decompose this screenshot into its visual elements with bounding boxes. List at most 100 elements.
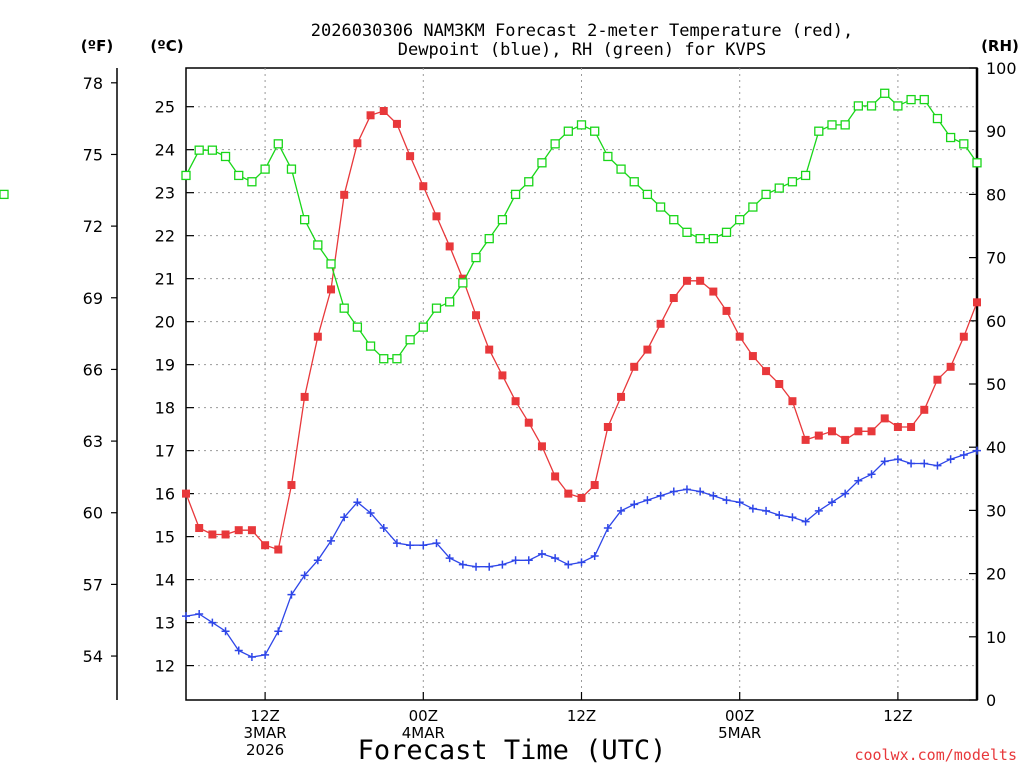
rh-tick-label: 0: [986, 691, 996, 710]
fahrenheit-tick-label: 57: [83, 575, 103, 594]
rh-tick-label: 70: [986, 249, 1006, 268]
series-group: [0, 88, 982, 364]
data-point: [854, 427, 863, 436]
data-point: [973, 298, 981, 307]
data-point: [537, 158, 547, 168]
data-point: [827, 498, 836, 507]
data-point: [880, 88, 890, 98]
rh-tick-label: 100: [986, 59, 1017, 78]
celsius-tick-label: 19: [155, 356, 175, 375]
data-point: [656, 491, 665, 500]
data-point: [313, 556, 322, 565]
data-point: [181, 170, 191, 181]
fahrenheit-tick-label: 75: [83, 145, 103, 164]
data-point: [353, 139, 362, 148]
data-point: [260, 164, 270, 174]
celsius-tick-label: 14: [155, 571, 175, 590]
data-point: [748, 352, 757, 361]
rh-tick-label: 80: [986, 185, 1006, 204]
data-point: [867, 470, 876, 479]
data-point: [497, 215, 508, 225]
time-tick-label: 3MAR: [244, 724, 287, 742]
data-point: [933, 375, 942, 384]
data-point: [669, 215, 679, 225]
data-point: [893, 101, 903, 111]
fahrenheit-tick-label: 54: [83, 647, 103, 666]
data-point: [748, 504, 757, 513]
data-point: [603, 422, 612, 431]
data-point: [788, 513, 797, 522]
data-point: [551, 472, 560, 481]
data-point: [643, 345, 652, 354]
data-point: [220, 151, 231, 162]
data-point: [524, 177, 534, 187]
celsius-tick-label: 22: [155, 227, 175, 246]
data-point: [286, 164, 297, 174]
data-point: [247, 526, 256, 535]
data-point: [510, 189, 521, 200]
rh-tick-label: 40: [986, 438, 1006, 457]
data-point: [313, 240, 323, 250]
data-point: [814, 506, 823, 515]
data-point: [946, 455, 955, 464]
data-point: [182, 612, 190, 621]
celsius-tick-label: 12: [155, 657, 175, 676]
data-point: [643, 496, 652, 505]
celsius-tick-label: 24: [155, 141, 175, 160]
data-point: [274, 545, 283, 554]
data-point: [696, 487, 705, 496]
data-point: [946, 362, 955, 371]
fahrenheit-tick-label: 72: [83, 217, 103, 236]
data-point: [709, 287, 718, 296]
data-point: [498, 371, 507, 380]
time-tick-label: 5MAR: [718, 724, 761, 742]
data-point: [787, 177, 798, 187]
data-point: [247, 177, 257, 187]
data-point: [814, 126, 824, 136]
data-point: [406, 152, 415, 161]
data-point: [695, 233, 705, 244]
data-point: [932, 113, 943, 124]
data-point: [656, 319, 665, 328]
data-point: [472, 562, 481, 571]
data-point: [722, 306, 731, 315]
data-point: [920, 459, 929, 468]
data-point: [194, 145, 204, 155]
data-point: [195, 610, 204, 619]
data-point: [722, 496, 731, 505]
data-point: [563, 126, 573, 136]
data-point: [406, 541, 415, 550]
chart-title-line-2: Dewpoint (blue), RH (green) for KVPS: [398, 40, 766, 60]
series-group: [182, 446, 981, 662]
data-point: [287, 481, 296, 490]
data-point: [537, 442, 546, 451]
data-point: [577, 493, 586, 502]
celsius-tick-label: 21: [155, 270, 175, 289]
data-point: [261, 650, 270, 659]
data-point: [841, 435, 850, 444]
data-point: [880, 414, 889, 423]
data-point: [617, 506, 626, 515]
data-point: [366, 508, 375, 517]
data-point: [762, 506, 771, 515]
data-point: [261, 541, 270, 550]
time-tick-label: 12Z: [567, 707, 596, 725]
series-line: [185, 92, 978, 360]
data-point: [867, 427, 876, 436]
time-tick-label: 00Z: [725, 707, 754, 725]
data-point: [300, 392, 309, 401]
data-point: [655, 202, 666, 212]
data-point: [524, 418, 533, 427]
data-point: [669, 294, 678, 303]
data-point: [973, 446, 981, 455]
data-point: [182, 489, 190, 498]
left-unit-fahrenheit: (ºF): [81, 37, 113, 55]
data-point: [327, 285, 336, 294]
data-point: [234, 526, 243, 535]
data-point: [827, 427, 836, 436]
data-point: [432, 212, 441, 221]
data-point: [340, 190, 349, 199]
data-point: [800, 170, 811, 181]
data-point: [392, 354, 402, 364]
